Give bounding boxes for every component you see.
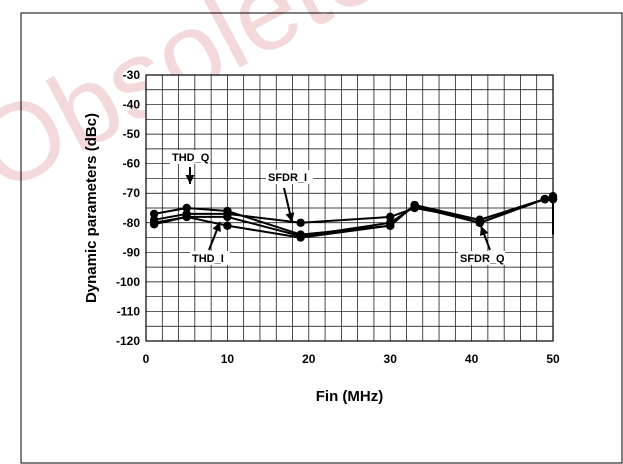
data-point (149, 209, 159, 219)
annotation-label: SFDR_Q (460, 253, 505, 265)
x-tick-label: 0 (143, 352, 150, 366)
y-tick-label: -40 (123, 98, 141, 112)
y-axis-title: Dynamic parameters (dBc) (83, 113, 100, 303)
data-point (223, 209, 232, 219)
y-tick-label: -120 (116, 334, 140, 348)
y-tick-label: -80 (123, 216, 141, 230)
data-point (386, 212, 395, 222)
annotation-label-bg (170, 150, 210, 164)
annotation-label-bg (190, 251, 230, 265)
y-tick-label: -30 (123, 68, 141, 82)
y-tick-label: -60 (123, 157, 141, 171)
data-point (182, 203, 191, 213)
annotation-label-bg (266, 170, 314, 184)
data-point (182, 212, 191, 222)
y-tick-label: -90 (123, 245, 141, 259)
y-tick-label: -100 (116, 275, 140, 289)
y-tick-label: -70 (123, 186, 141, 200)
annotation-arrow-head (185, 175, 195, 184)
annotation-arrow-head (479, 226, 489, 237)
data-point (410, 200, 419, 210)
data-point (386, 221, 395, 230)
x-tick-label: 10 (221, 352, 235, 366)
annotation-label: THD_I (192, 253, 224, 265)
annotation-label: SFDR_I (268, 172, 307, 184)
annotation-arrow-head (285, 212, 295, 222)
x-axis-title: Fin (MHz) (316, 388, 383, 405)
x-tick-label: 20 (302, 352, 316, 366)
x-tick-label: 50 (546, 352, 560, 366)
data-point (540, 194, 550, 204)
data-point (296, 218, 305, 227)
x-tick-label: 40 (465, 352, 479, 366)
annotation-arrow-head (212, 222, 221, 233)
figure-border (20, 12, 623, 464)
x-tick-label: 30 (384, 352, 398, 366)
y-tick-label: -110 (117, 304, 141, 318)
data-point (296, 233, 305, 242)
data-point (223, 221, 232, 230)
annotation-label: THD_Q (172, 152, 210, 164)
annotation-label-bg (458, 251, 506, 265)
y-tick-label: -50 (123, 127, 141, 141)
data-point (149, 220, 159, 229)
data-point (475, 218, 484, 227)
